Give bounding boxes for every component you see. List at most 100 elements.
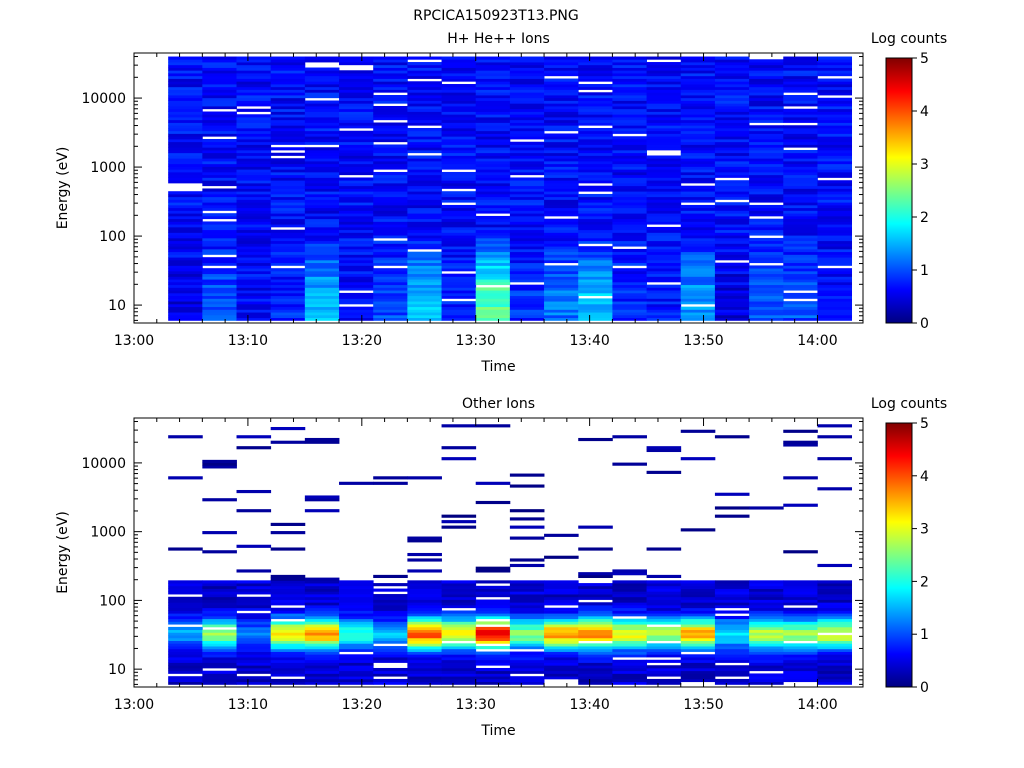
hplus-cell	[441, 193, 477, 198]
hplus-cell	[509, 64, 545, 68]
hplus-cell	[475, 127, 511, 132]
other-cell	[339, 583, 374, 587]
other-cell	[407, 610, 442, 614]
other-cell	[509, 670, 545, 674]
other-cell	[236, 632, 272, 636]
hplus-cell	[475, 160, 511, 165]
hplus-cell	[475, 92, 511, 96]
hplus-cell	[680, 290, 716, 294]
hplus-cell	[509, 262, 545, 266]
hplus-cell	[509, 78, 545, 82]
hplus-cell	[578, 171, 613, 176]
hplus-cell	[544, 309, 579, 313]
other-cell	[441, 525, 477, 529]
hplus-cell	[475, 221, 511, 225]
hplus-cell	[646, 169, 682, 173]
hplus-cell	[714, 133, 750, 137]
hplus-cell	[270, 229, 306, 233]
hplus-cell	[578, 276, 613, 280]
hplus-cell	[680, 232, 716, 236]
other-cell	[714, 618, 750, 622]
other-cell	[236, 648, 272, 652]
other-cell	[304, 624, 340, 628]
hplus-cell	[270, 141, 306, 145]
hplus-cell	[817, 97, 853, 101]
other-cell	[714, 626, 750, 631]
hplus-cell	[714, 224, 750, 228]
hplus-cell	[817, 86, 853, 90]
hplus-cell	[714, 127, 750, 132]
hplus-cell	[509, 160, 545, 165]
hplus-cell	[578, 141, 613, 145]
hplus-cell	[680, 224, 716, 228]
other-cell	[168, 643, 203, 647]
hplus-cell	[236, 114, 272, 118]
other-cell	[783, 659, 818, 663]
hplus-cell	[714, 147, 750, 151]
hplus-y-tick-label: 10000	[81, 91, 126, 107]
hplus-cell	[373, 100, 408, 104]
hplus-cell	[236, 125, 272, 129]
hplus-cell	[407, 279, 442, 283]
hplus-cell	[270, 95, 306, 99]
other-cell	[783, 618, 818, 622]
hplus-cell	[578, 312, 613, 316]
hplus-cell	[544, 254, 579, 258]
hplus-cell	[339, 243, 374, 247]
hplus-cell	[612, 147, 647, 151]
hplus-cell	[578, 95, 613, 99]
hplus-cell	[168, 284, 203, 288]
hplus-cell	[236, 152, 272, 156]
other-cell	[612, 659, 647, 663]
hplus-cell	[783, 262, 818, 266]
hplus-cell	[202, 127, 237, 132]
hplus-cell	[304, 276, 340, 280]
hplus-cell	[749, 226, 784, 231]
other-cell	[202, 629, 237, 633]
other-cell	[168, 547, 203, 551]
other-cell	[441, 446, 477, 450]
hplus-cell	[304, 78, 340, 82]
hplus-cell	[373, 158, 408, 162]
hplus-cell	[168, 246, 203, 250]
hplus-cell	[304, 59, 340, 63]
hplus-cell	[475, 158, 511, 162]
other-cell	[783, 648, 818, 652]
hplus-cell	[304, 232, 340, 236]
other-cell	[544, 662, 579, 666]
hplus-cell	[475, 262, 511, 266]
other-cell	[714, 599, 750, 603]
hplus-cell	[373, 284, 408, 288]
other-cell	[646, 599, 682, 603]
hplus-cell	[202, 235, 237, 239]
hplus-cell	[544, 147, 579, 151]
hplus-cell	[407, 306, 442, 310]
hplus-cells	[168, 56, 853, 321]
hplus-cell	[373, 171, 408, 176]
hplus-cell	[373, 64, 408, 68]
hplus-cell	[168, 270, 203, 275]
other-cell	[373, 670, 408, 674]
hplus-cell	[680, 273, 716, 277]
hplus-cell	[373, 130, 408, 134]
other-cell	[236, 509, 272, 513]
hplus-cell	[544, 166, 579, 170]
other-cell	[817, 607, 853, 611]
hplus-cell	[578, 303, 613, 308]
hplus-cell	[714, 92, 750, 96]
hplus-cell	[236, 259, 272, 264]
hplus-cell	[817, 149, 853, 154]
other-cell	[749, 657, 784, 661]
hplus-cell	[202, 70, 237, 74]
hplus-cell	[509, 226, 545, 231]
hplus-cell	[202, 279, 237, 283]
hplus-cell	[270, 136, 306, 140]
hplus-cell	[475, 246, 511, 250]
hplus-cell	[612, 251, 647, 255]
other-cell	[817, 635, 853, 639]
other-cell	[339, 643, 374, 647]
hplus-cell	[749, 108, 784, 112]
hplus-cell	[202, 147, 237, 151]
hplus-cell	[680, 259, 716, 264]
